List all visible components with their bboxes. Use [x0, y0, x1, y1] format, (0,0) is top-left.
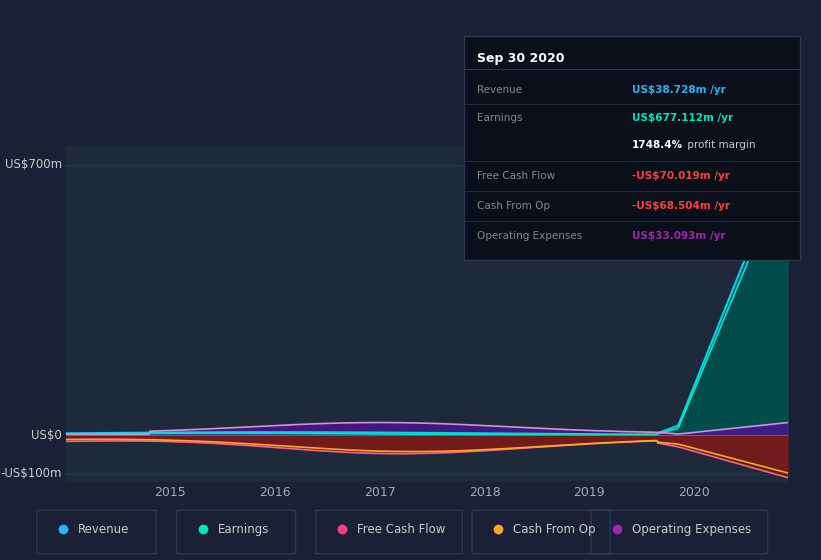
Text: Operating Expenses: Operating Expenses [477, 231, 583, 241]
Text: US$0: US$0 [31, 429, 62, 442]
Text: profit margin: profit margin [684, 140, 755, 150]
Text: Free Cash Flow: Free Cash Flow [357, 522, 446, 536]
Text: Earnings: Earnings [477, 113, 523, 123]
Text: Cash From Op: Cash From Op [513, 522, 595, 536]
Text: US$677.112m /yr: US$677.112m /yr [632, 113, 733, 123]
Text: 1748.4%: 1748.4% [632, 140, 683, 150]
Text: -US$100m: -US$100m [1, 468, 62, 480]
Text: US$38.728m /yr: US$38.728m /yr [632, 85, 726, 95]
Text: US$700m: US$700m [5, 158, 62, 171]
Text: -US$68.504m /yr: -US$68.504m /yr [632, 200, 730, 211]
Text: Cash From Op: Cash From Op [477, 200, 550, 211]
Text: Revenue: Revenue [477, 85, 522, 95]
Text: Operating Expenses: Operating Expenses [632, 522, 751, 536]
Text: Free Cash Flow: Free Cash Flow [477, 171, 556, 181]
Text: Earnings: Earnings [218, 522, 269, 536]
Text: US$33.093m /yr: US$33.093m /yr [632, 231, 726, 241]
Text: Sep 30 2020: Sep 30 2020 [477, 52, 565, 65]
Text: -US$70.019m /yr: -US$70.019m /yr [632, 171, 730, 181]
Text: Revenue: Revenue [78, 522, 130, 536]
